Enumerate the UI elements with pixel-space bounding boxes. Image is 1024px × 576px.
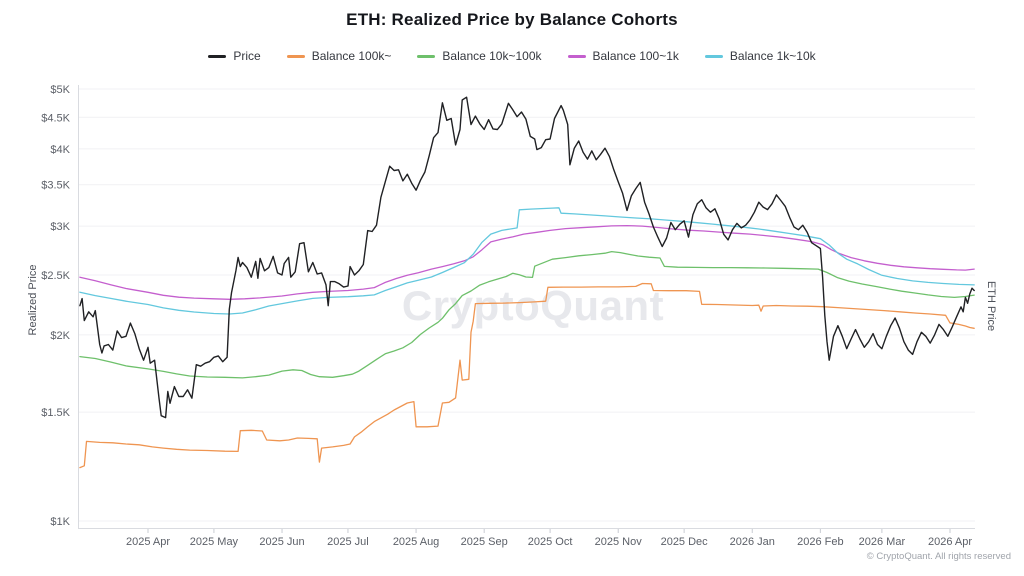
legend-item-balance-100k[interactable]: Balance 100k~	[286, 49, 392, 63]
copyright-notice: © CryptoQuant. All rights reserved	[866, 551, 1011, 562]
x-tick-label: 2025 Apr	[126, 536, 170, 548]
x-tick-label: 2026 Apr	[928, 536, 972, 548]
legend-item-label: Balance 100k~	[311, 49, 392, 63]
legend-swatch-icon	[208, 54, 227, 58]
x-tick-label: 2026 Jan	[730, 536, 775, 548]
y-tick-label: $1.5K	[41, 407, 70, 419]
x-tick-label: 2026 Mar	[859, 536, 906, 548]
y-tick-label: $5K	[50, 84, 70, 96]
legend-item-label: Balance 1k~10k	[729, 49, 816, 63]
y-tick-label: $2K	[50, 330, 70, 342]
legend-swatch-icon	[286, 54, 305, 58]
chart-legend: Price Balance 100k~ Balance 10k~100k Balanc…	[0, 49, 1024, 63]
series-line-balance-1k-10k[interactable]	[79, 207, 975, 315]
x-tick-label: 2025 Aug	[393, 536, 440, 548]
legend-item-balance-100-1k[interactable]: Balance 100~1k	[567, 49, 679, 63]
x-tick-label: 2025 Jun	[259, 536, 304, 548]
legend-swatch-icon	[567, 54, 586, 58]
x-tick-label: 2025 May	[190, 536, 239, 548]
legend-item-balance-1k-10k[interactable]: Balance 1k~10k	[704, 49, 816, 63]
series-line-price[interactable]	[79, 96, 975, 419]
legend-item-label: Balance 10k~100k	[442, 49, 542, 63]
legend-item-label: Price	[233, 49, 261, 63]
x-tick-label: 2025 Oct	[528, 536, 573, 548]
legend-item-price[interactable]: Price	[208, 49, 261, 63]
legend-swatch-icon	[417, 54, 436, 58]
x-tick-label: 2026 Feb	[797, 536, 843, 548]
legend-item-label: Balance 100~1k	[592, 49, 679, 63]
y-axis-left-title: Realized Price	[27, 264, 39, 336]
y-tick-label: $2.5K	[41, 270, 70, 282]
legend-swatch-icon	[704, 54, 723, 58]
legend-item-balance-10k-100k[interactable]: Balance 10k~100k	[417, 49, 542, 63]
x-tick-label: 2025 Dec	[661, 536, 709, 548]
x-tick-label: 2025 Sep	[461, 536, 508, 548]
x-tick-label: 2025 Jul	[327, 536, 369, 548]
y-tick-label: $3K	[50, 221, 70, 233]
y-tick-label: $4.5K	[41, 112, 70, 124]
x-tick-label: 2025 Nov	[595, 536, 643, 548]
y-tick-label: $1K	[50, 516, 70, 528]
y-tick-label: $3.5K	[41, 180, 70, 192]
series-line-balance-10k-100k[interactable]	[79, 250, 975, 379]
page-title: ETH: Realized Price by Balance Cohorts	[346, 10, 678, 29]
y-axis-right-title: ETH Price	[985, 280, 997, 332]
series-line-balance-100-1k[interactable]	[79, 224, 975, 300]
cryptoquant-watermark: CryptoQuant	[401, 282, 665, 329]
y-tick-label: $4K	[50, 144, 70, 156]
series-line-balance-100k[interactable]	[79, 282, 975, 469]
